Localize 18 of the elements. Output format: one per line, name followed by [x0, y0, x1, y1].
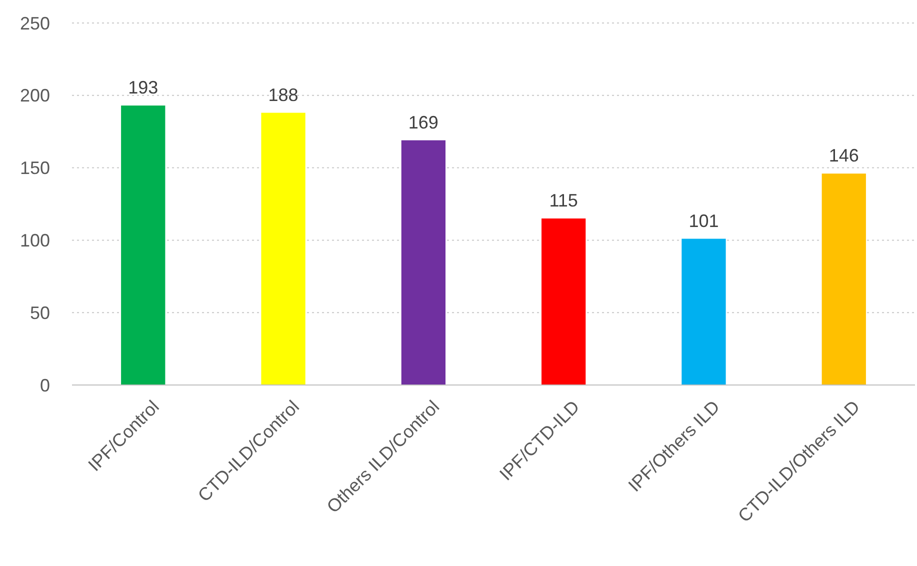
y-tick-label: 100 — [20, 230, 50, 250]
bar — [121, 106, 166, 385]
data-label: 146 — [828, 146, 859, 166]
data-label: 169 — [408, 112, 438, 132]
y-tick-label: 250 — [20, 13, 50, 34]
data-label: 101 — [688, 210, 719, 231]
y-tick-label: 50 — [30, 302, 50, 323]
bar — [682, 238, 726, 385]
bar — [542, 218, 586, 385]
bar — [401, 140, 446, 385]
data-label: 188 — [268, 84, 298, 105]
data-label: 193 — [128, 78, 158, 98]
bar — [261, 112, 306, 385]
y-tick-label: 150 — [20, 158, 50, 178]
bar — [822, 174, 866, 385]
data-label: 115 — [549, 190, 578, 210]
y-tick-label: 200 — [20, 86, 50, 106]
y-tick-label: 0 — [40, 375, 50, 396]
